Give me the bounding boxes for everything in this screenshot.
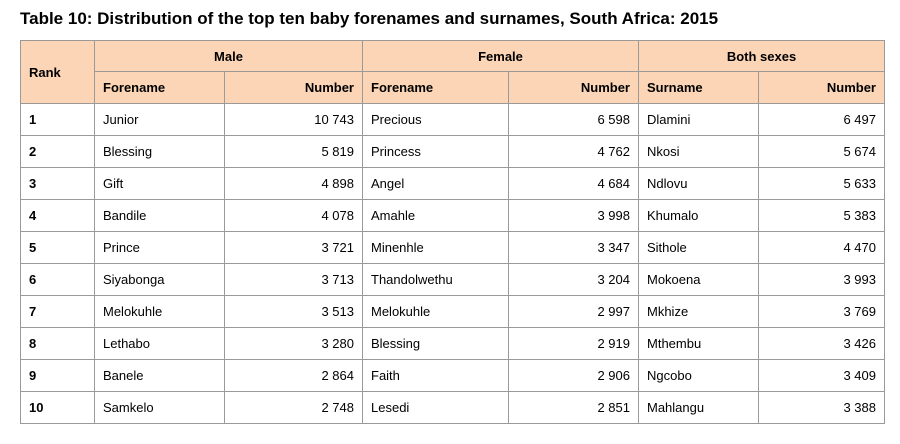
surname-number-cell: 5 633 <box>758 167 885 200</box>
table-row: 1 Junior 10 743 Precious 6 598 Dlamini 6… <box>20 103 885 136</box>
table-row: 2 Blessing 5 819 Princess 4 762 Nkosi 5 … <box>20 135 885 168</box>
male-forename-cell: Junior <box>94 103 225 136</box>
female-forename-cell: Princess <box>362 135 509 168</box>
table-row: 5 Prince 3 721 Minenhle 3 347 Sithole 4 … <box>20 231 885 264</box>
rank-cell: 8 <box>20 327 95 360</box>
rank-cell: 1 <box>20 103 95 136</box>
rank-cell: 4 <box>20 199 95 232</box>
header-column-row: Forename Number Forename Number Surname … <box>21 71 885 104</box>
surname-number-cell: 3 769 <box>758 295 885 328</box>
female-forename-cell: Lesedi <box>362 391 509 424</box>
surname-number-cell: 5 674 <box>758 135 885 168</box>
female-forename-cell: Minenhle <box>362 231 509 264</box>
table-row: 9 Banele 2 864 Faith 2 906 Ngcobo 3 409 <box>20 359 885 392</box>
surname-number-cell: 3 993 <box>758 263 885 296</box>
female-forename-cell: Thandolwethu <box>362 263 509 296</box>
surname-number-cell: 3 409 <box>758 359 885 392</box>
rank-cell: 5 <box>20 231 95 264</box>
surname-cell: Mkhize <box>638 295 759 328</box>
female-forename-cell: Faith <box>362 359 509 392</box>
male-forename-cell: Melokuhle <box>94 295 225 328</box>
female-number-cell: 2 997 <box>508 295 639 328</box>
surname-cell: Mokoena <box>638 263 759 296</box>
table-row: 8 Lethabo 3 280 Blessing 2 919 Mthembu 3… <box>20 327 885 360</box>
male-forename-cell: Bandile <box>94 199 225 232</box>
female-forename-cell: Amahle <box>362 199 509 232</box>
male-forename-cell: Gift <box>94 167 225 200</box>
surname-number-cell: 5 383 <box>758 199 885 232</box>
rank-cell: 2 <box>20 135 95 168</box>
table-title: Table 10: Distribution of the top ten ba… <box>20 9 719 28</box>
surname-cell: Ngcobo <box>638 359 759 392</box>
table-row: 3 Gift 4 898 Angel 4 684 Ndlovu 5 633 <box>20 167 885 200</box>
male-number-cell: 3 513 <box>224 295 363 328</box>
surname-cell: Mahlangu <box>638 391 759 424</box>
both-sexes-group-header: Both sexes <box>638 40 885 72</box>
rank-cell: 6 <box>20 263 95 296</box>
surname-number-cell: 6 497 <box>758 103 885 136</box>
table-body: 1 Junior 10 743 Precious 6 598 Dlamini 6… <box>20 103 885 424</box>
female-forename-cell: Precious <box>362 103 509 136</box>
male-number-cell: 4 898 <box>224 167 363 200</box>
table-row: 7 Melokuhle 3 513 Melokuhle 2 997 Mkhize… <box>20 295 885 328</box>
male-number-cell: 4 078 <box>224 199 363 232</box>
male-forename-cell: Samkelo <box>94 391 225 424</box>
female-number-cell: 6 598 <box>508 103 639 136</box>
surname-header: Surname <box>638 71 759 104</box>
female-number-cell: 2 906 <box>508 359 639 392</box>
male-forename-header: Forename <box>94 71 225 104</box>
surname-number-cell: 3 426 <box>758 327 885 360</box>
female-number-cell: 3 204 <box>508 263 639 296</box>
male-forename-cell: Siyabonga <box>94 263 225 296</box>
female-number-header: Number <box>508 71 639 104</box>
surname-cell: Nkosi <box>638 135 759 168</box>
female-forename-header: Forename <box>362 71 509 104</box>
male-number-cell: 3 721 <box>224 231 363 264</box>
surname-number-header: Number <box>758 71 885 104</box>
female-number-cell: 3 347 <box>508 231 639 264</box>
table-row: 10 Samkelo 2 748 Lesedi 2 851 Mahlangu 3… <box>20 391 885 424</box>
female-forename-cell: Melokuhle <box>362 295 509 328</box>
table-row: 4 Bandile 4 078 Amahle 3 998 Khumalo 5 3… <box>20 199 885 232</box>
surname-cell: Dlamini <box>638 103 759 136</box>
male-forename-cell: Lethabo <box>94 327 225 360</box>
male-number-header: Number <box>224 71 363 104</box>
female-number-cell: 3 998 <box>508 199 639 232</box>
male-forename-cell: Blessing <box>94 135 225 168</box>
male-group-header: Male <box>94 40 363 72</box>
female-number-cell: 4 684 <box>508 167 639 200</box>
male-number-cell: 2 864 <box>224 359 363 392</box>
rank-cell: 3 <box>20 167 95 200</box>
table-row: 6 Siyabonga 3 713 Thandolwethu 3 204 Mok… <box>20 263 885 296</box>
male-number-cell: 2 748 <box>224 391 363 424</box>
male-forename-cell: Prince <box>94 231 225 264</box>
male-number-cell: 10 743 <box>224 103 363 136</box>
female-forename-cell: Blessing <box>362 327 509 360</box>
female-number-cell: 2 919 <box>508 327 639 360</box>
rank-header: Rank <box>20 40 95 104</box>
surname-cell: Ndlovu <box>638 167 759 200</box>
surname-cell: Mthembu <box>638 327 759 360</box>
female-forename-cell: Angel <box>362 167 509 200</box>
male-forename-cell: Banele <box>94 359 225 392</box>
female-number-cell: 4 762 <box>508 135 639 168</box>
rank-cell: 9 <box>20 359 95 392</box>
names-table: Rank Male Female Both sexes Forename Num… <box>20 40 885 424</box>
rank-cell: 10 <box>20 391 95 424</box>
surname-number-cell: 3 388 <box>758 391 885 424</box>
male-number-cell: 3 713 <box>224 263 363 296</box>
male-number-cell: 5 819 <box>224 135 363 168</box>
female-group-header: Female <box>362 40 639 72</box>
rank-cell: 7 <box>20 295 95 328</box>
female-number-cell: 2 851 <box>508 391 639 424</box>
table-header: Rank Male Female Both sexes Forename Num… <box>20 40 885 104</box>
header-group-row: Rank Male Female Both sexes <box>20 40 885 104</box>
surname-number-cell: 4 470 <box>758 231 885 264</box>
surname-cell: Khumalo <box>638 199 759 232</box>
male-number-cell: 3 280 <box>224 327 363 360</box>
surname-cell: Sithole <box>638 231 759 264</box>
